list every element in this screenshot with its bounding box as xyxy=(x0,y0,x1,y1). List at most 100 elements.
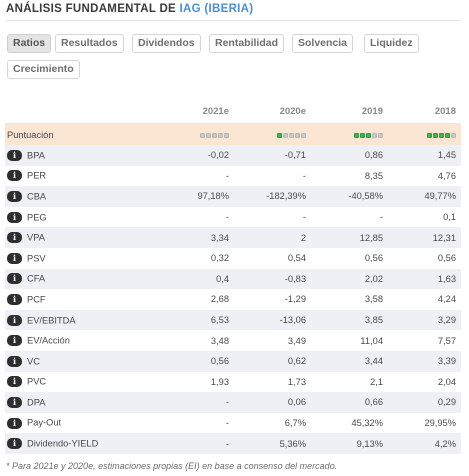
table-row: i PCF 2,68 -1,29 3,58 4,24 xyxy=(5,289,461,310)
score-square-filled xyxy=(360,132,365,138)
row-label: Pay-Out xyxy=(27,418,62,429)
value-cell: 4,24 xyxy=(437,294,456,305)
value-cell: 12,31 xyxy=(388,227,461,248)
row-label: PSV xyxy=(27,253,46,264)
score-row: Puntuación xyxy=(5,123,461,145)
value-cell: 3,48 xyxy=(210,335,229,346)
tab-solvencia[interactable]: Solvencia xyxy=(292,34,354,53)
info-icon[interactable]: i xyxy=(7,273,22,285)
value-cell: - xyxy=(379,212,383,223)
value-cell: 1,63 xyxy=(388,268,461,290)
value-cell: 0,66 xyxy=(311,392,388,413)
value-cell: 45,32% xyxy=(351,418,383,429)
title-prefix: ANÁLISIS FUNDAMENTAL DE xyxy=(6,3,180,15)
tab-crecimiento[interactable]: Crecimiento xyxy=(7,60,80,79)
info-icon[interactable]: i xyxy=(7,314,22,326)
row-label: CBA xyxy=(27,191,47,202)
value-cell: -0,02 xyxy=(145,145,234,166)
value-cell: 3,29 xyxy=(388,309,461,331)
table-row: i VC 0,56 0,62 3,44 3,39 xyxy=(5,350,461,372)
row-label: CFA xyxy=(27,273,46,284)
info-icon[interactable]: i xyxy=(7,438,22,450)
info-icon[interactable]: i xyxy=(7,396,22,408)
score-square-empty xyxy=(289,132,294,138)
score-cell xyxy=(311,123,388,145)
info-icon[interactable]: i xyxy=(7,232,22,244)
footnote: * Para 2021e y 2020e, estimaciones propi… xyxy=(6,461,338,471)
row-label-cell: i PEG xyxy=(5,207,145,228)
info-icon[interactable]: i xyxy=(7,417,22,429)
row-label: BPA xyxy=(27,150,45,161)
row-label-cell: i PER xyxy=(5,166,145,187)
tab-dividendos[interactable]: Dividendos xyxy=(132,34,201,53)
value-cell: 0,54 xyxy=(287,253,306,264)
value-cell: 0,4 xyxy=(145,268,234,290)
score-square-empty xyxy=(224,132,229,138)
info-icon[interactable]: i xyxy=(7,335,22,347)
score-cell xyxy=(145,123,234,145)
tab-rentabilidad[interactable]: Rentabilidad xyxy=(209,34,285,53)
info-icon[interactable]: i xyxy=(7,191,22,202)
score-square-empty xyxy=(301,132,306,138)
value-cell: 0,62 xyxy=(234,350,311,372)
value-cell: 11,04 xyxy=(360,335,383,346)
info-icon[interactable]: i xyxy=(7,149,22,161)
value-cell: 12,85 xyxy=(311,227,388,248)
tab-liquidez[interactable]: Liquidez xyxy=(364,34,419,53)
score-square-empty xyxy=(200,132,205,138)
value-cell: 7,57 xyxy=(437,335,456,346)
value-cell: 0,32 xyxy=(210,253,229,264)
row-label-cell: i PCF xyxy=(5,289,145,310)
value-cell: 0,06 xyxy=(234,392,311,413)
row-label: Dividendo-YIELD xyxy=(27,438,99,449)
column-header: 2020e xyxy=(234,99,311,124)
header-label-cell xyxy=(5,99,145,124)
value-cell: -13,06 xyxy=(234,309,311,331)
value-cell: 6,7% xyxy=(284,418,306,429)
value-cell: 3,58 xyxy=(364,294,383,305)
table-row: i PEG - - - 0,1 xyxy=(5,207,461,228)
info-icon[interactable]: i xyxy=(7,211,22,223)
score-cell xyxy=(388,123,461,145)
table-row: i DPA -0,06 0,66 0,29 xyxy=(5,392,461,413)
info-icon[interactable]: i xyxy=(7,252,22,264)
table-row: i Dividendo-YIELD -5,36% 9,13% 4,2% xyxy=(5,433,461,454)
score-square-filled xyxy=(445,132,450,138)
score-cell xyxy=(234,123,311,145)
row-label: DPA xyxy=(27,397,46,408)
value-cell: - xyxy=(225,212,229,223)
value-cell: 97,18% xyxy=(145,186,234,207)
value-cell: 1,73 xyxy=(287,376,306,387)
score-square-filled xyxy=(277,132,282,138)
row-label-cell: i BPA xyxy=(5,145,145,166)
row-label: PCF xyxy=(27,294,46,305)
value-cell: 0,1 xyxy=(443,212,456,223)
info-icon[interactable]: i xyxy=(7,170,22,182)
value-cell: 29,95% xyxy=(424,418,456,429)
row-label: PEG xyxy=(27,212,47,223)
page-title: ANÁLISIS FUNDAMENTAL DE IAG (IBERIA) xyxy=(6,3,253,15)
row-label-cell: i DPA xyxy=(5,392,145,413)
score-square-empty xyxy=(283,132,288,138)
info-icon[interactable]: i xyxy=(7,376,22,388)
value-cell: 0,56 xyxy=(364,253,383,264)
column-header: 2021e xyxy=(145,99,234,124)
value-cell: -0,83 xyxy=(234,268,311,290)
value-cell: 1,45 xyxy=(388,145,461,166)
value-cell: 6,53 xyxy=(145,309,234,331)
value-cell: 2,68 xyxy=(210,294,229,305)
table-row: i PVC 1,93 1,73 2,1 2,04 xyxy=(5,372,461,393)
table-row: i BPA -0,02 -0,71 0,86 1,45 xyxy=(5,145,461,166)
tab-ratios[interactable]: Ratios xyxy=(7,34,52,53)
value-cell: 3,34 xyxy=(145,227,234,248)
value-cell: 3,39 xyxy=(388,350,461,372)
info-icon[interactable]: i xyxy=(7,355,22,367)
row-label-cell: i VPA xyxy=(5,227,145,248)
tab-resultados[interactable]: Resultados xyxy=(55,34,124,53)
value-cell: - xyxy=(302,212,306,223)
row-label-cell: i VC xyxy=(5,350,145,372)
score-bar xyxy=(276,130,306,140)
value-cell: 3,44 xyxy=(311,350,388,372)
row-label-cell: i CFA xyxy=(5,268,145,290)
info-icon[interactable]: i xyxy=(7,293,22,305)
